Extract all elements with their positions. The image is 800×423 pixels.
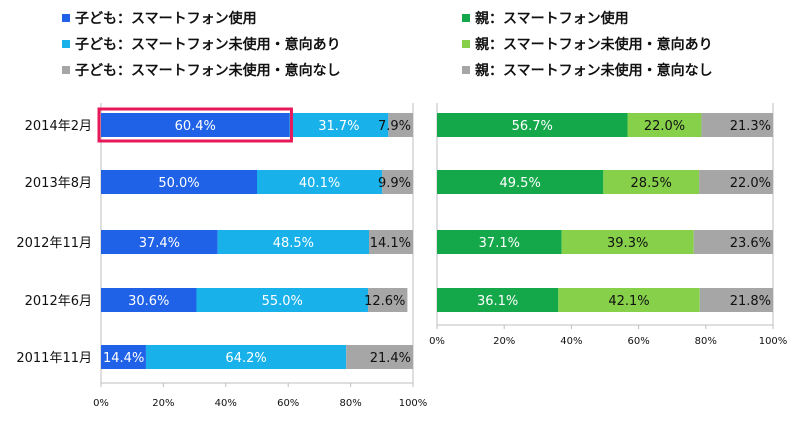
bar-label-1-0-1: 22.0% bbox=[644, 119, 685, 134]
legend-swatch-0-0 bbox=[62, 14, 70, 22]
bar-1-1-1 bbox=[603, 170, 700, 194]
bar-0-2-1 bbox=[217, 230, 370, 254]
bar-label-1-2-0: 37.1% bbox=[479, 236, 520, 251]
bar-label-0-1-1: 40.1% bbox=[299, 176, 340, 191]
bar-1-0-1 bbox=[627, 113, 702, 137]
tick-label-0-2: 40% bbox=[215, 398, 237, 409]
bar-1-3-0 bbox=[437, 288, 559, 312]
bar-label-1-2-2: 23.6% bbox=[730, 236, 771, 251]
bar-label-0-2-0: 37.4% bbox=[139, 236, 180, 251]
bar-label-0-1-2: 9.9% bbox=[378, 176, 411, 191]
bar-label-0-4-0: 14.4% bbox=[103, 351, 144, 366]
legend-label-0-2: 子ども：スマートフォン未使用・意向なし bbox=[75, 62, 341, 79]
tick-label-0-0: 0% bbox=[93, 398, 109, 409]
bar-1-2-1 bbox=[561, 230, 694, 254]
tick-label-1-0: 0% bbox=[429, 336, 445, 347]
bar-1-3-1 bbox=[558, 288, 700, 312]
bar-label-0-3-1: 55.0% bbox=[262, 294, 303, 309]
bar-label-0-4-1: 64.2% bbox=[225, 351, 266, 366]
bar-label-1-0-0: 56.7% bbox=[512, 119, 553, 134]
bar-0-3-0 bbox=[101, 288, 197, 312]
legend-swatch-0-2 bbox=[62, 66, 70, 74]
tick-label-1-2: 40% bbox=[560, 336, 582, 347]
bar-label-1-0-2: 21.3% bbox=[730, 119, 771, 134]
bar-label-0-1-0: 50.0% bbox=[158, 176, 199, 191]
tick-label-0-4: 80% bbox=[339, 398, 361, 409]
bar-label-1-1-1: 28.5% bbox=[631, 176, 672, 191]
bar-label-1-3-0: 36.1% bbox=[477, 294, 518, 309]
bar-0-3-2 bbox=[368, 288, 408, 312]
category-label-3: 2012年6月 bbox=[25, 294, 92, 309]
bar-label-0-2-2: 14.1% bbox=[370, 236, 411, 251]
tick-label-0-5: 100% bbox=[399, 398, 428, 409]
bar-1-1-0 bbox=[437, 170, 604, 194]
category-label-1: 2013年8月 bbox=[25, 176, 92, 191]
bar-0-1-1 bbox=[257, 170, 383, 194]
bar-0-4-0 bbox=[101, 345, 146, 369]
tick-label-1-5: 100% bbox=[759, 336, 788, 347]
legend-label-0-0: 子ども：スマートフォン使用 bbox=[75, 10, 257, 27]
bar-0-4-1 bbox=[145, 345, 347, 369]
legend-label-1-1: 親：スマートフォン未使用・意向あり bbox=[475, 36, 713, 53]
legend-swatch-1-0 bbox=[462, 14, 470, 22]
bar-0-2-0 bbox=[101, 230, 218, 254]
bar-label-1-2-1: 39.3% bbox=[607, 236, 648, 251]
legend-label-1-0: 親：スマートフォン使用 bbox=[475, 10, 629, 27]
legend-label-1-2: 親：スマートフォン未使用・意向なし bbox=[475, 62, 713, 79]
bar-1-2-0 bbox=[437, 230, 562, 254]
bar-label-1-3-1: 42.1% bbox=[608, 294, 649, 309]
legend-swatch-1-2 bbox=[462, 66, 470, 74]
bar-1-0-2 bbox=[701, 113, 773, 137]
bar-1-1-2 bbox=[699, 170, 773, 194]
legend-label-0-1: 子ども：スマートフォン未使用・意向あり bbox=[75, 36, 341, 53]
bar-label-0-0-1: 31.7% bbox=[318, 119, 359, 134]
highlight-box bbox=[97, 107, 293, 143]
legend-swatch-0-1 bbox=[62, 40, 70, 48]
category-label-2: 2012年11月 bbox=[16, 236, 92, 251]
bar-0-1-0 bbox=[101, 170, 257, 194]
tick-label-1-3: 60% bbox=[627, 336, 649, 347]
category-label-0: 2014年2月 bbox=[25, 119, 92, 134]
bar-0-0-1 bbox=[289, 113, 389, 137]
bar-1-3-2 bbox=[699, 288, 773, 312]
bar-label-1-3-2: 21.8% bbox=[730, 294, 771, 309]
bar-label-0-3-0: 30.6% bbox=[128, 294, 169, 309]
bar-label-0-3-2: 12.6% bbox=[364, 294, 405, 309]
tick-label-1-1: 20% bbox=[493, 336, 515, 347]
category-label-4: 2011年11月 bbox=[16, 351, 92, 366]
bar-0-0-2 bbox=[388, 113, 413, 137]
tick-label-1-4: 80% bbox=[695, 336, 717, 347]
bar-label-0-0-2: 7.9% bbox=[378, 119, 411, 134]
legend-swatch-1-1 bbox=[462, 40, 470, 48]
bar-1-2-2 bbox=[693, 230, 773, 254]
bar-1-0-0 bbox=[437, 113, 628, 137]
bar-0-0-0 bbox=[101, 113, 290, 137]
bar-label-0-2-1: 48.5% bbox=[273, 236, 314, 251]
bar-label-0-0-0: 60.4% bbox=[175, 119, 216, 134]
bar-label-1-1-0: 49.5% bbox=[500, 176, 541, 191]
bar-0-1-2 bbox=[382, 170, 413, 194]
bar-label-0-4-2: 21.4% bbox=[370, 351, 411, 366]
tick-label-0-3: 60% bbox=[277, 398, 299, 409]
bar-0-4-2 bbox=[346, 345, 413, 369]
bar-0-3-1 bbox=[196, 288, 369, 312]
tick-label-0-1: 20% bbox=[152, 398, 174, 409]
bar-0-2-2 bbox=[369, 230, 413, 254]
bar-label-1-1-2: 22.0% bbox=[730, 176, 771, 191]
